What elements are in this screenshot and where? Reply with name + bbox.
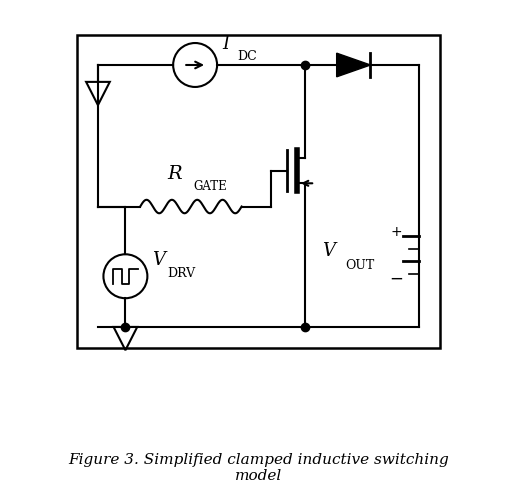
Text: −: − [389, 270, 403, 287]
Text: I: I [223, 35, 230, 53]
Text: DC: DC [237, 50, 257, 63]
Text: R: R [168, 165, 183, 183]
Text: GATE: GATE [193, 180, 227, 193]
Text: OUT: OUT [345, 259, 374, 272]
Polygon shape [337, 53, 371, 77]
Text: V: V [322, 242, 335, 260]
Text: V: V [151, 250, 164, 269]
Text: Figure 3. Simplified clamped inductive switching
model: Figure 3. Simplified clamped inductive s… [68, 453, 449, 483]
Text: DRV: DRV [168, 267, 196, 280]
Text: +: + [390, 225, 402, 239]
